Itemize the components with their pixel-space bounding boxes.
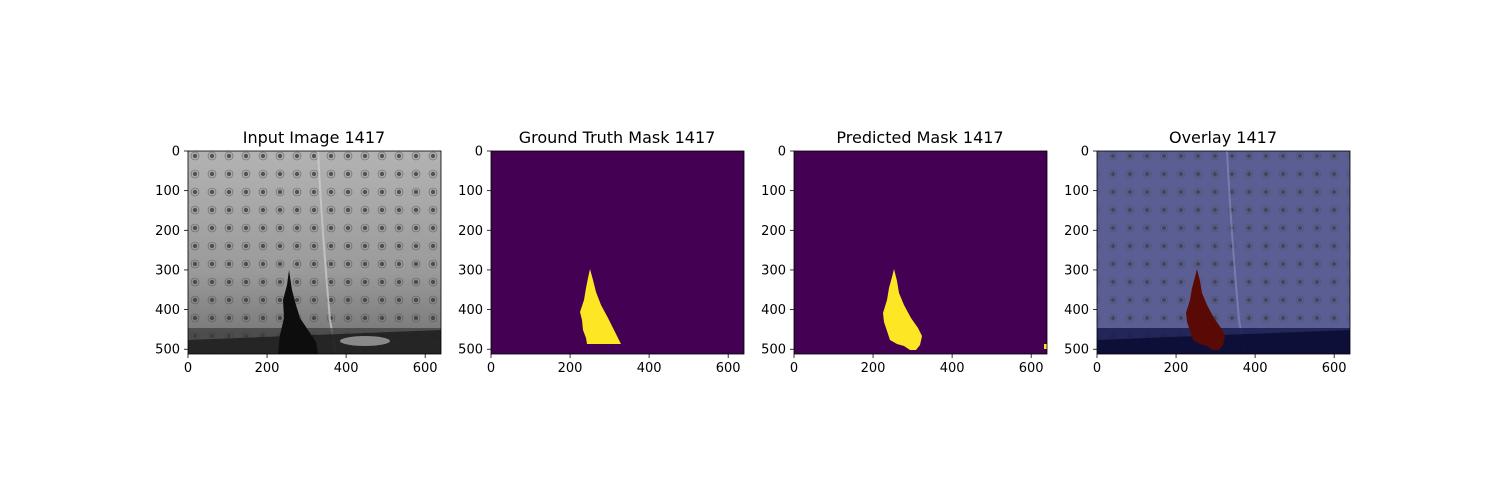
x-tick-label: 0 [1093,361,1101,376]
y-tick-label: 100 [761,184,786,199]
x-tick-label: 600 [1322,361,1347,376]
y-tick-label: 300 [458,263,483,278]
x-tick-label: 400 [334,361,359,376]
x-tick-label: 200 [861,361,886,376]
y-tick-label: 500 [1064,343,1089,358]
x-tick-label: 400 [940,361,965,376]
panel-title: Ground Truth Mask 1417 [519,128,716,147]
y-tick-label: 100 [458,184,483,199]
x-tick-label: 400 [637,361,662,376]
x-tick-label: 0 [790,361,798,376]
y-tick-label: 500 [458,343,483,358]
y-tick-label: 0 [172,145,180,160]
image-overlay [1097,151,1350,354]
y-tick-label: 0 [475,145,483,160]
x-tick-label: 600 [1019,361,1044,376]
mask-speck [1044,344,1047,349]
y-tick-label: 100 [155,184,180,199]
y-tick-label: 300 [1064,263,1089,278]
x-tick-label: 200 [255,361,280,376]
x-tick-label: 200 [558,361,583,376]
y-tick-label: 200 [458,224,483,239]
y-tick-label: 400 [458,303,483,318]
x-tick-label: 0 [184,361,192,376]
y-tick-label: 0 [778,145,786,160]
image-predicted-mask [794,151,1047,354]
y-tick-label: 300 [761,263,786,278]
image-ground-truth-mask [491,151,744,354]
overlay-region [1186,269,1225,350]
panel-title: Overlay 1417 [1169,128,1277,147]
y-tick-label: 500 [155,343,180,358]
panel-ground-truth-mask: Ground Truth Mask 1417 [490,128,745,355]
panel-input-image: Input Image 1417 [187,128,442,355]
y-tick-label: 400 [155,303,180,318]
y-tick-label: 400 [761,303,786,318]
x-tick-label: 200 [1164,361,1189,376]
y-tick-label: 200 [155,224,180,239]
y-tick-label: 500 [761,343,786,358]
y-tick-label: 400 [1064,303,1089,318]
mask-region [580,269,621,344]
mask-region [883,269,922,350]
y-tick-label: 300 [155,263,180,278]
x-tick-label: 0 [487,361,495,376]
panel-title: Predicted Mask 1417 [836,128,1003,147]
y-tick-label: 200 [761,224,786,239]
x-tick-label: 600 [413,361,438,376]
axis-ticks: 0 200 400 600 0 100 200 300 400 500 0 200 400 600 0 100… [155,145,1346,377]
y-tick-label: 100 [1064,184,1089,199]
panel-predicted-mask: Predicted Mask 1417 [793,128,1048,355]
image-input [188,151,441,354]
y-tick-label: 200 [1064,224,1089,239]
panel-title: Input Image 1417 [243,128,385,147]
y-tick-label: 0 [1081,145,1089,160]
x-tick-label: 400 [1243,361,1268,376]
panel-overlay: Overlay 1417 [1096,128,1351,355]
x-tick-label: 600 [716,361,741,376]
